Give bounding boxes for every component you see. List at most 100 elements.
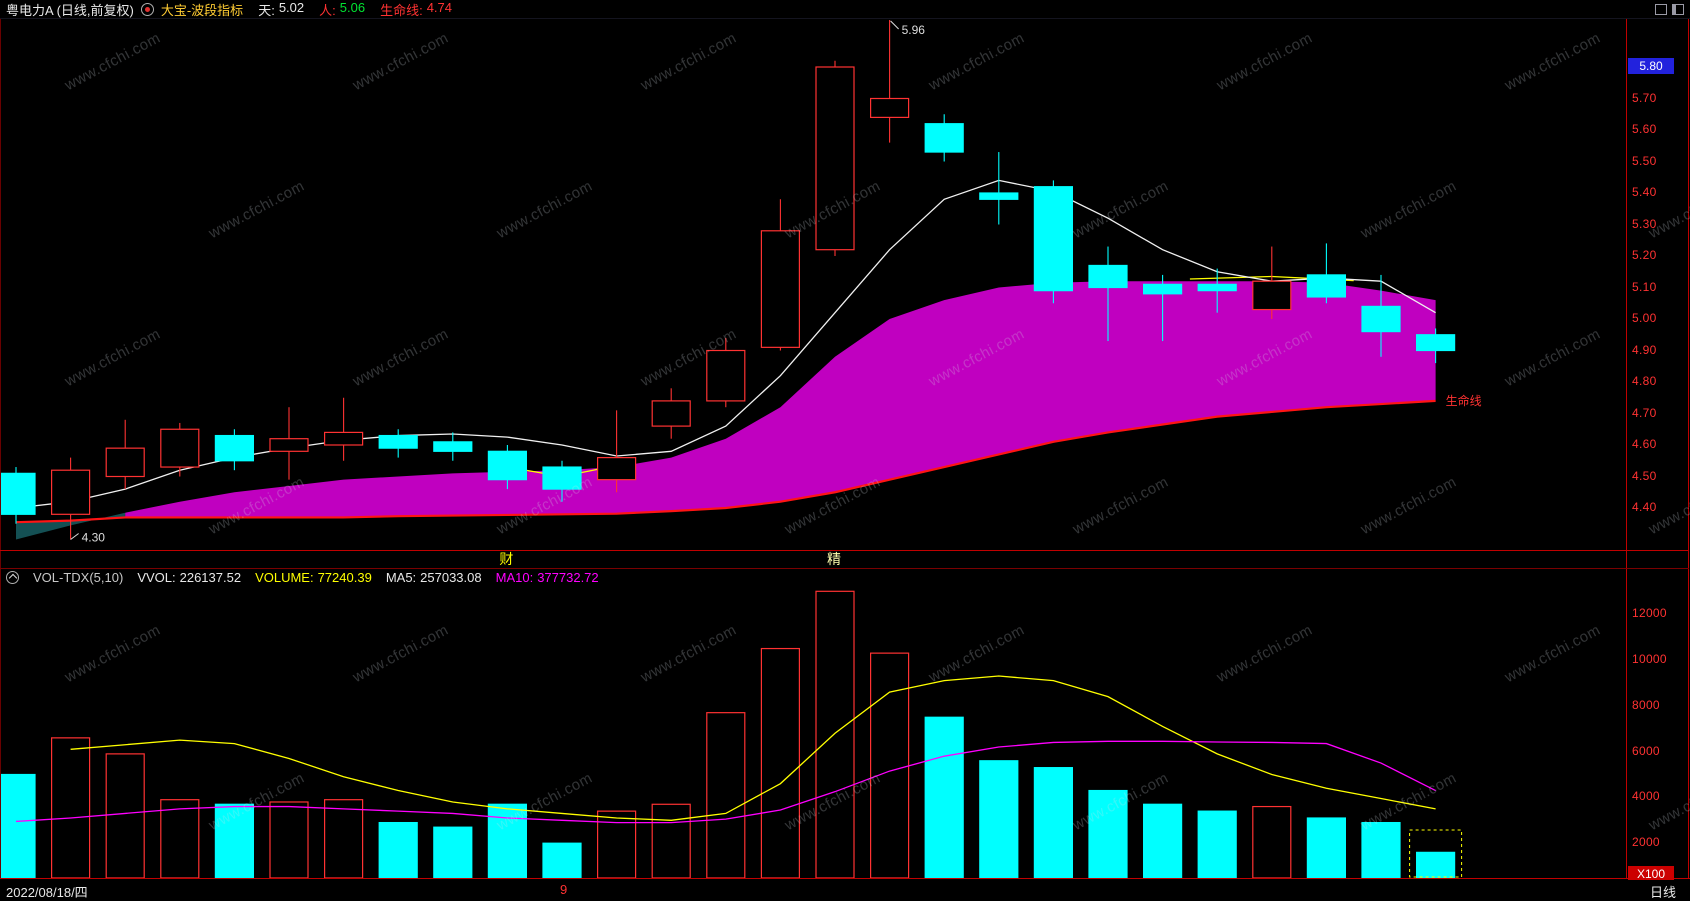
candle[interactable] — [269, 407, 309, 480]
price-tick-label: 4.80 — [1632, 374, 1657, 388]
ma10-label: MA10: — [495, 569, 534, 585]
volume-bar[interactable] — [324, 799, 364, 879]
price-tick-label: 4.40 — [1632, 500, 1657, 514]
candle-body — [542, 466, 582, 490]
volume-bar[interactable] — [1415, 851, 1456, 879]
volume-bar[interactable] — [542, 842, 582, 879]
candle-body — [869, 97, 910, 118]
sidebar-toggle-icon[interactable] — [1672, 3, 1684, 15]
window-restore-icon[interactable] — [1655, 3, 1667, 15]
volume-bar[interactable] — [1088, 789, 1128, 879]
candle[interactable] — [1142, 274, 1183, 342]
indicator-toggle-icon[interactable] — [140, 2, 154, 16]
candle[interactable] — [542, 460, 582, 502]
volume-bar[interactable] — [50, 737, 91, 879]
volume-bar[interactable] — [706, 712, 746, 879]
selected-bar-cursor[interactable] — [1409, 829, 1463, 878]
candle[interactable] — [1197, 268, 1237, 313]
candle-body — [214, 434, 254, 462]
volume-indicator-name[interactable]: VOL-TDX(5,10) — [33, 569, 124, 585]
volume-indicator-header: VOL-TDX(5,10) VVOL: 226137.52 VOLUME: 77… — [6, 569, 599, 585]
field-tian-value: 5.02 — [278, 0, 305, 15]
candle[interactable] — [105, 419, 145, 490]
candle[interactable] — [1252, 246, 1292, 319]
candle[interactable] — [760, 199, 801, 351]
volume-collapse-icon[interactable] — [6, 570, 19, 584]
volume-bar[interactable] — [160, 799, 200, 879]
volume-bar[interactable] — [1252, 805, 1292, 879]
indicator-name[interactable]: 大宝-波段指标 — [160, 2, 244, 18]
title-bar: 粤电力A (日线,前复权) 大宝-波段指标 天: 5.02 人: 5.06 生命… — [0, 0, 1690, 19]
price-tick-label: 5.60 — [1632, 122, 1657, 136]
candle[interactable] — [651, 388, 691, 439]
volume-bar[interactable] — [869, 652, 910, 879]
candle-body — [1306, 274, 1347, 298]
candle-body — [706, 349, 746, 402]
candle-body — [1361, 305, 1401, 333]
volume-bar[interactable] — [924, 716, 964, 879]
volume-tick-label: 6000 — [1632, 743, 1660, 758]
candle[interactable] — [1361, 274, 1401, 357]
life-line-label: 生命线 — [1446, 393, 1482, 408]
volume-ma5-line — [70, 675, 1436, 821]
volume-bar[interactable] — [1033, 767, 1074, 879]
candle-body — [596, 457, 637, 481]
candle-body — [378, 434, 418, 449]
volume-bar[interactable] — [760, 647, 801, 879]
candle[interactable] — [1415, 328, 1456, 364]
ma5-value: 257033.08 — [420, 569, 482, 585]
volume-tick-label: 2000 — [1632, 835, 1660, 850]
candle[interactable] — [815, 60, 855, 256]
candle[interactable] — [433, 432, 473, 461]
field-tian: 天: 5.02 — [258, 0, 304, 19]
candle-body — [924, 123, 964, 153]
candle[interactable] — [324, 397, 364, 461]
divider-marker: 精 — [827, 551, 841, 567]
candle[interactable] — [596, 410, 637, 493]
low-annotation-tick — [70, 533, 79, 540]
volume-bar[interactable] — [105, 753, 145, 879]
volume-bar[interactable] — [487, 803, 527, 879]
candle[interactable] — [1033, 180, 1074, 304]
candle[interactable] — [214, 429, 254, 471]
field-tian-label: 天: — [258, 2, 275, 18]
volume-bar[interactable] — [433, 826, 473, 879]
candle[interactable] — [1306, 243, 1347, 304]
candle[interactable] — [487, 445, 527, 490]
volume-bar[interactable] — [979, 760, 1019, 879]
price-tick-label: 5.30 — [1632, 216, 1657, 231]
volume-bar[interactable] — [378, 821, 418, 879]
volume-bar[interactable] — [651, 803, 691, 879]
volume-bar[interactable] — [0, 773, 36, 879]
candle[interactable] — [378, 429, 418, 458]
status-date[interactable]: 2022/08/18/四 — [6, 885, 88, 900]
volume-bar[interactable] — [1142, 803, 1183, 879]
price-tick-label: 5.10 — [1632, 279, 1657, 294]
low-annotation-label: 4.30 — [82, 531, 106, 545]
volume-bar[interactable] — [214, 803, 254, 879]
candle[interactable] — [706, 337, 746, 408]
candle[interactable] — [1088, 246, 1128, 342]
price-tick-label: 5.40 — [1632, 185, 1657, 199]
volume-bar[interactable] — [596, 810, 637, 879]
candle-body — [760, 230, 801, 348]
volume-bar[interactable] — [269, 801, 309, 879]
volume-bar[interactable] — [1306, 817, 1347, 879]
candle[interactable] — [50, 457, 91, 540]
volume-bar[interactable] — [815, 590, 855, 879]
candle[interactable] — [979, 152, 1019, 225]
candle[interactable] — [869, 20, 910, 143]
volume-bar[interactable] — [1197, 810, 1237, 879]
candle[interactable] — [0, 467, 36, 524]
vvol-label: VVOL: — [137, 569, 176, 585]
window-controls — [1655, 3, 1684, 15]
period-selector[interactable]: 日线 — [1649, 885, 1676, 900]
vvol-value: 226137.52 — [179, 569, 242, 585]
candle[interactable] — [160, 422, 200, 477]
candle[interactable] — [924, 114, 964, 162]
volume-label: VOLUME: — [255, 569, 314, 585]
volume-bar[interactable] — [1361, 821, 1401, 879]
price-tick-label: 4.50 — [1632, 468, 1657, 483]
